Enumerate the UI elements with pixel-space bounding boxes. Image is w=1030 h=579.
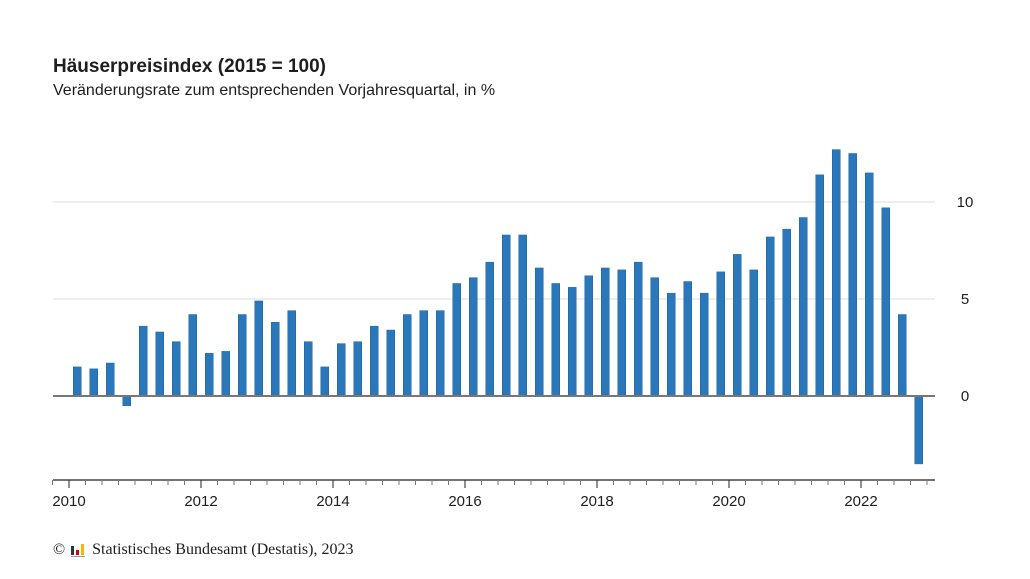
x-tick-label: 2022 (844, 493, 877, 510)
destatis-logo-icon (71, 543, 86, 557)
bar (650, 277, 659, 397)
bar (881, 207, 890, 397)
x-axis: 2010 2012 2014 2016 2018 2020 2022 (52, 479, 935, 510)
bar (122, 395, 131, 406)
y-tick-label: 10 (957, 194, 974, 211)
bar (551, 283, 560, 397)
bar (782, 228, 791, 397)
bar (683, 281, 692, 397)
bar (716, 271, 725, 397)
bar (205, 353, 214, 397)
bar (221, 351, 230, 397)
x-tick-label: 2018 (580, 493, 613, 510)
source-credit: © Statistisches Bundesamt (Destatis), 20… (53, 541, 353, 559)
bar (518, 234, 527, 397)
bar (799, 217, 808, 397)
bar (815, 174, 824, 397)
bar (139, 325, 148, 397)
bar (353, 341, 362, 397)
bar (370, 325, 379, 397)
bar (452, 283, 461, 397)
bar (419, 310, 428, 397)
bar (749, 269, 758, 397)
bar (865, 172, 874, 397)
bar (172, 341, 181, 397)
bar (502, 234, 511, 397)
x-tick-label: 2016 (448, 493, 481, 510)
chart-title: Häuserpreisindex (2015 = 100) (53, 56, 327, 77)
source-text: Statistisches Bundesamt (Destatis), 2023 (92, 541, 354, 558)
bar (436, 310, 445, 397)
y-tick-label: 5 (961, 291, 969, 308)
bar (667, 292, 676, 397)
bar (617, 269, 626, 397)
bar (535, 267, 544, 397)
bar (304, 341, 313, 397)
bar (271, 322, 280, 397)
x-tick-label: 2020 (712, 493, 745, 510)
x-tick-label: 2012 (184, 493, 217, 510)
bar (89, 368, 98, 397)
bar (320, 366, 329, 397)
bar (584, 275, 593, 397)
bars (73, 149, 923, 465)
bar (832, 149, 841, 397)
bar (403, 314, 412, 397)
bar (700, 292, 709, 397)
copyright-symbol: © (53, 541, 66, 558)
bar (155, 331, 164, 397)
bar (848, 153, 857, 397)
y-axis-labels: 0 5 10 (957, 194, 974, 405)
bar (766, 236, 775, 397)
bar (568, 287, 577, 397)
bar (188, 314, 197, 397)
bar (601, 267, 610, 397)
bar (485, 261, 494, 397)
y-tick-label: 0 (961, 388, 969, 405)
bar (254, 300, 263, 397)
bar (337, 343, 346, 397)
bar (238, 314, 247, 397)
bar (634, 261, 643, 397)
bar (914, 395, 923, 465)
x-tick-label: 2014 (316, 493, 349, 510)
bar (287, 310, 296, 397)
bar (106, 362, 115, 397)
x-tick-label: 2010 (52, 493, 85, 510)
chart-subtitle: Veränderungsrate zum entsprechenden Vorj… (53, 82, 496, 99)
bar (469, 277, 478, 397)
bar (73, 366, 82, 397)
bar (386, 329, 395, 397)
bar (733, 254, 742, 397)
bar (898, 314, 907, 397)
